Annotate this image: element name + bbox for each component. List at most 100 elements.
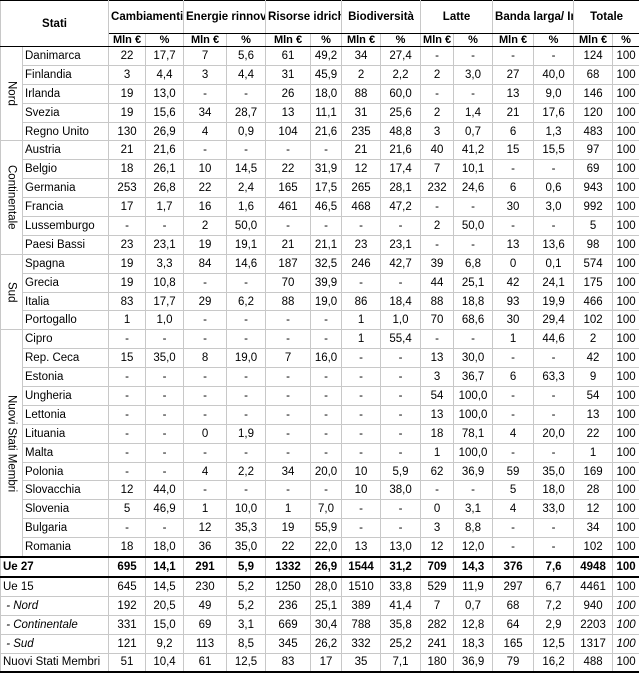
value-cell: 20,5 bbox=[146, 596, 184, 615]
value-cell: - bbox=[109, 519, 146, 538]
value-cell: 1 bbox=[493, 330, 534, 349]
value-cell: 35,0 bbox=[534, 462, 574, 481]
value-cell: 18 bbox=[109, 160, 146, 179]
value-cell: 14,5 bbox=[146, 577, 184, 596]
value-cell: 2 bbox=[421, 65, 454, 84]
value-cell: 35,0 bbox=[146, 349, 184, 368]
country-name: Germania bbox=[23, 179, 109, 198]
value-cell: 2 bbox=[342, 65, 381, 84]
value-cell: 33,8 bbox=[381, 577, 421, 596]
value-cell: - bbox=[109, 424, 146, 443]
value-cell: 19 bbox=[109, 103, 146, 122]
value-cell: 88 bbox=[421, 292, 454, 311]
value-cell: - bbox=[184, 311, 227, 330]
value-cell: 100 bbox=[613, 47, 639, 66]
value-cell: - bbox=[227, 311, 266, 330]
value-cell: 5,9 bbox=[381, 462, 421, 481]
value-cell: 5 bbox=[109, 500, 146, 519]
value-cell: - bbox=[146, 462, 184, 481]
value-cell: 100 bbox=[613, 198, 639, 217]
value-cell: 70 bbox=[421, 311, 454, 330]
value-cell: 26 bbox=[266, 84, 311, 103]
value-cell: - bbox=[266, 443, 311, 462]
value-cell: 5,2 bbox=[227, 577, 266, 596]
value-cell: 61 bbox=[266, 47, 311, 66]
unit-mln-header: Mln € bbox=[493, 34, 534, 47]
country-name: Bulgaria bbox=[23, 519, 109, 538]
value-cell: 26,9 bbox=[146, 122, 184, 141]
value-cell: - bbox=[311, 368, 342, 387]
value-cell: 44,6 bbox=[534, 330, 574, 349]
value-cell: - bbox=[227, 273, 266, 292]
value-cell: 13 bbox=[421, 349, 454, 368]
unit-mln-header: Mln € bbox=[109, 34, 146, 47]
value-cell: - bbox=[311, 311, 342, 330]
value-cell: - bbox=[266, 368, 311, 387]
group-label: Nord bbox=[1, 47, 23, 141]
group-label: Continentale bbox=[1, 141, 23, 254]
value-cell: 1332 bbox=[266, 557, 311, 577]
column-header: Cambiamenti climatici bbox=[109, 1, 184, 34]
value-cell: - bbox=[184, 387, 227, 406]
value-cell: 49,2 bbox=[311, 47, 342, 66]
value-cell: 49 bbox=[184, 596, 227, 615]
value-cell: 9 bbox=[574, 368, 613, 387]
value-cell: 64 bbox=[493, 615, 534, 634]
value-cell: - bbox=[266, 424, 311, 443]
value-cell: 6 bbox=[493, 368, 534, 387]
value-cell: 3 bbox=[184, 65, 227, 84]
value-cell: - bbox=[109, 368, 146, 387]
value-cell: 22 bbox=[266, 160, 311, 179]
value-cell: 34 bbox=[266, 462, 311, 481]
value-cell: - bbox=[227, 84, 266, 103]
value-cell: - bbox=[493, 160, 534, 179]
value-cell: 8,5 bbox=[227, 634, 266, 653]
value-cell: - bbox=[227, 443, 266, 462]
value-cell: - bbox=[146, 217, 184, 236]
value-cell: - bbox=[534, 443, 574, 462]
value-cell: 100 bbox=[613, 615, 639, 634]
value-cell: 130 bbox=[109, 122, 146, 141]
value-cell: - bbox=[311, 424, 342, 443]
unit-mln-header: Mln € bbox=[184, 34, 227, 47]
value-cell: 25,2 bbox=[381, 634, 421, 653]
value-cell: 1,7 bbox=[146, 198, 184, 217]
value-cell: 100 bbox=[613, 557, 639, 577]
value-cell: 100 bbox=[613, 500, 639, 519]
column-header: Risorse idriche bbox=[266, 1, 342, 34]
value-cell: - bbox=[493, 405, 534, 424]
value-cell: 100 bbox=[613, 273, 639, 292]
value-cell: 2 bbox=[421, 217, 454, 236]
value-cell: 22 bbox=[266, 538, 311, 557]
value-cell: - bbox=[381, 424, 421, 443]
summary-name: Ue 27 bbox=[1, 557, 109, 577]
value-cell: - bbox=[381, 443, 421, 462]
country-name: Portogallo bbox=[23, 311, 109, 330]
value-cell: 28,0 bbox=[311, 577, 342, 596]
value-cell: 8,8 bbox=[454, 519, 493, 538]
value-cell: 26,9 bbox=[311, 557, 342, 577]
value-cell: 100 bbox=[613, 122, 639, 141]
value-cell: 3 bbox=[421, 122, 454, 141]
value-cell: - bbox=[454, 47, 493, 66]
value-cell: 83 bbox=[109, 292, 146, 311]
value-cell: 12,5 bbox=[534, 634, 574, 653]
value-cell: - bbox=[109, 330, 146, 349]
value-cell: 18,0 bbox=[534, 481, 574, 500]
value-cell: 6 bbox=[493, 179, 534, 198]
value-cell: 13 bbox=[421, 405, 454, 424]
value-cell: 0 bbox=[184, 424, 227, 443]
value-cell: - bbox=[493, 387, 534, 406]
value-cell: 297 bbox=[493, 577, 534, 596]
value-cell: 27,4 bbox=[381, 47, 421, 66]
value-cell: 69 bbox=[574, 160, 613, 179]
column-header: Banda larga/ Innovazione bbox=[493, 1, 574, 34]
value-cell: - bbox=[311, 217, 342, 236]
unit-pct-header: % bbox=[146, 34, 184, 47]
value-cell: 3,0 bbox=[454, 65, 493, 84]
value-cell: 709 bbox=[421, 557, 454, 577]
